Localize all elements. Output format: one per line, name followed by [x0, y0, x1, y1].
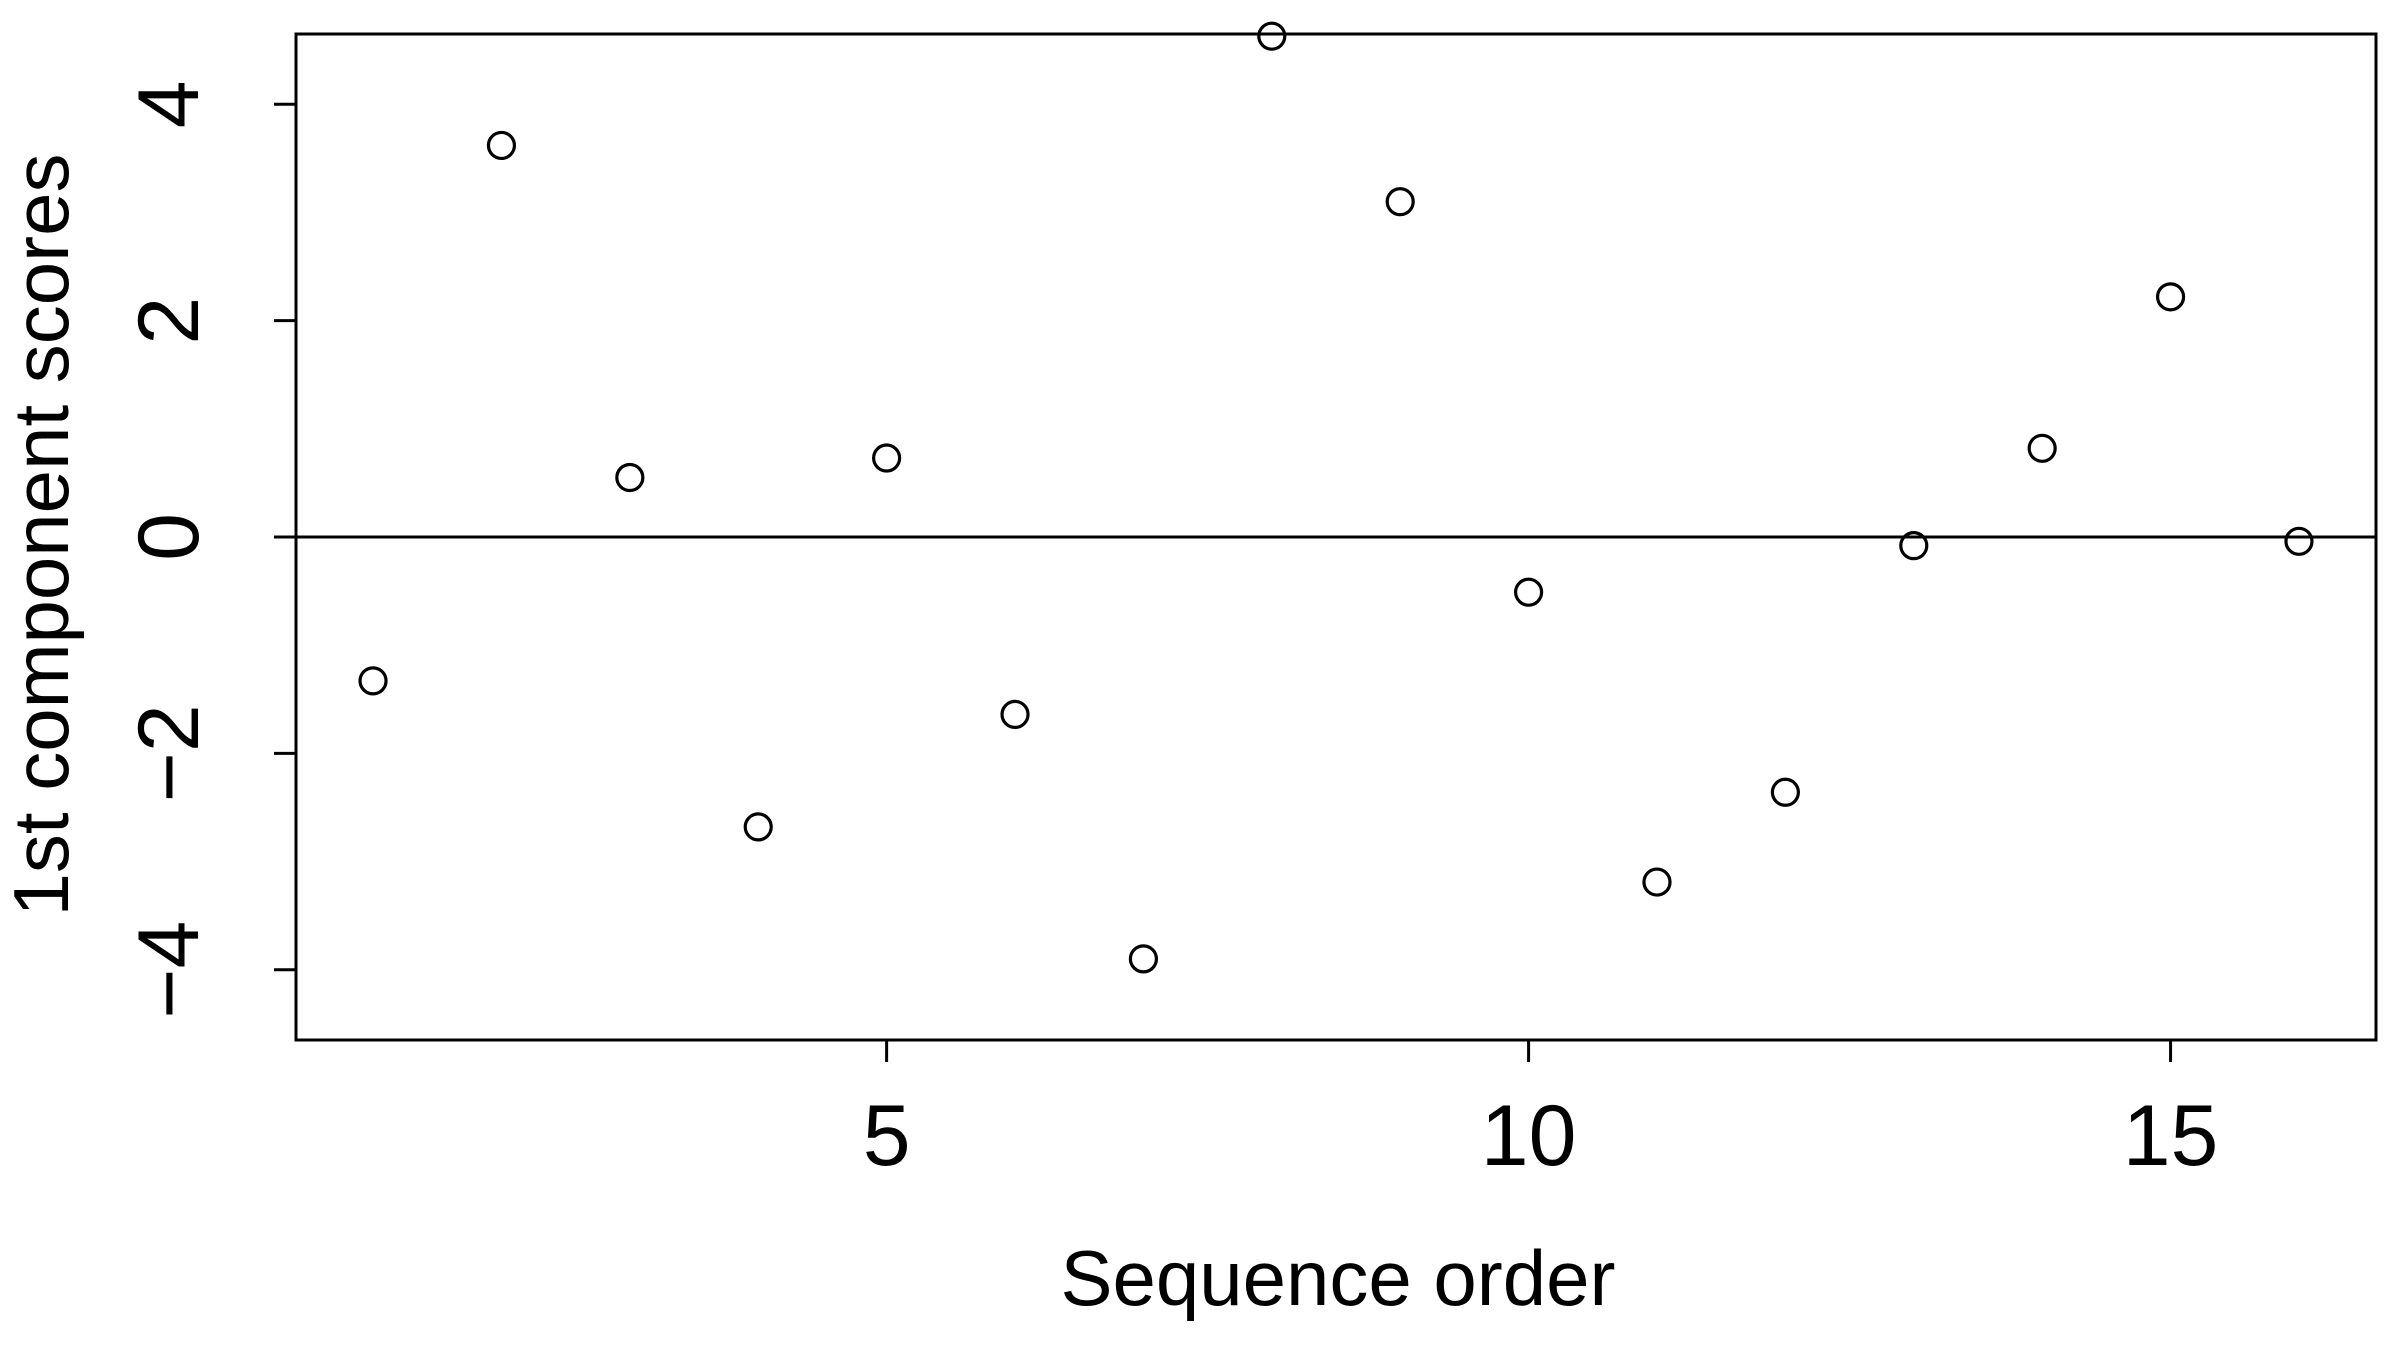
- y-tick-label: 0: [121, 513, 217, 561]
- data-point: [2027, 433, 2057, 463]
- data-point: [1257, 21, 1287, 51]
- data-point: [1128, 944, 1159, 974]
- data-point: [1385, 187, 1415, 217]
- axes: 5 10 15 −4 −2 0 2 4: [121, 32, 2378, 1184]
- data-point: [1899, 531, 1929, 561]
- y-tick-label: −2: [121, 704, 217, 802]
- data-point: [872, 443, 902, 473]
- data-point: [615, 462, 645, 493]
- y-axis-title: 1st component scores: [0, 153, 85, 916]
- y-tick-label: −4: [121, 921, 217, 1019]
- x-tick-label: 5: [863, 1088, 911, 1184]
- data-point: [743, 812, 773, 842]
- x-tick-label: 10: [1481, 1088, 1577, 1184]
- data-point: [1642, 867, 1672, 897]
- data-point: [486, 130, 517, 161]
- data-point: [358, 666, 388, 696]
- data-points: [358, 21, 2314, 974]
- data-point: [2284, 526, 2314, 556]
- data-point: [2155, 282, 2186, 312]
- data-point: [1513, 577, 1544, 607]
- data-point: [1770, 777, 1800, 807]
- data-point: [1000, 699, 1030, 730]
- y-tick-label: 4: [121, 80, 217, 128]
- x-tick-label: 15: [2123, 1088, 2219, 1184]
- x-axis-title: Sequence order: [1060, 1234, 1615, 1322]
- y-tick-label: 2: [121, 297, 217, 345]
